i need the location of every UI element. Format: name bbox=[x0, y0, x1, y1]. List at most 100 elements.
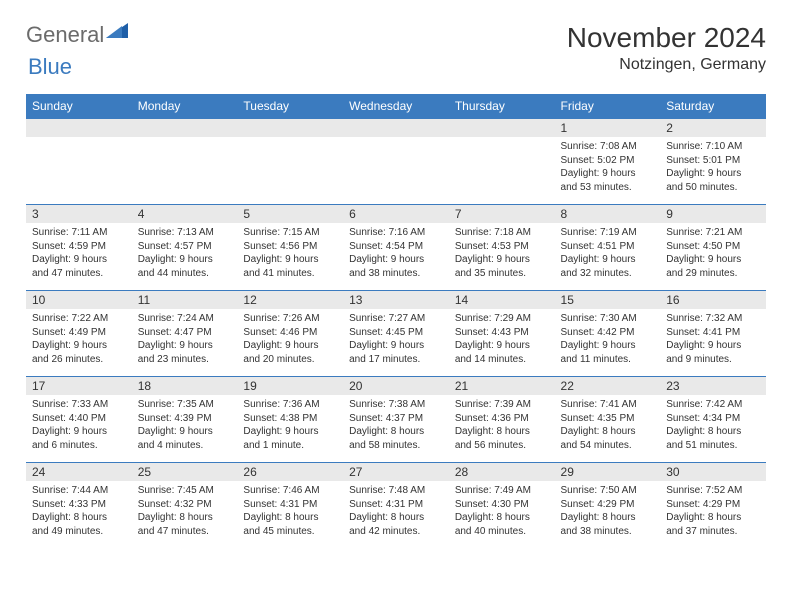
empty-day-num bbox=[343, 119, 449, 137]
day-number: 13 bbox=[343, 291, 449, 309]
calendar-day-cell: 24Sunrise: 7:44 AMSunset: 4:33 PMDayligh… bbox=[26, 463, 132, 549]
empty-day-num bbox=[26, 119, 132, 137]
day-details: Sunrise: 7:30 AMSunset: 4:42 PMDaylight:… bbox=[555, 309, 661, 370]
location-text: Notzingen, Germany bbox=[567, 56, 766, 74]
brand-part1: General bbox=[26, 22, 104, 48]
calendar-day-cell bbox=[26, 119, 132, 205]
calendar-week-row: 24Sunrise: 7:44 AMSunset: 4:33 PMDayligh… bbox=[26, 463, 766, 549]
day-number: 15 bbox=[555, 291, 661, 309]
day-header-row: Sunday Monday Tuesday Wednesday Thursday… bbox=[26, 94, 766, 119]
day-number: 22 bbox=[555, 377, 661, 395]
calendar-week-row: 3Sunrise: 7:11 AMSunset: 4:59 PMDaylight… bbox=[26, 205, 766, 291]
day-details: Sunrise: 7:26 AMSunset: 4:46 PMDaylight:… bbox=[237, 309, 343, 370]
calendar-day-cell bbox=[449, 119, 555, 205]
day-details: Sunrise: 7:36 AMSunset: 4:38 PMDaylight:… bbox=[237, 395, 343, 456]
day-details: Sunrise: 7:45 AMSunset: 4:32 PMDaylight:… bbox=[132, 481, 238, 542]
brand-part2: Blue bbox=[28, 54, 72, 79]
day-number: 26 bbox=[237, 463, 343, 481]
calendar-day-cell: 3Sunrise: 7:11 AMSunset: 4:59 PMDaylight… bbox=[26, 205, 132, 291]
day-number: 24 bbox=[26, 463, 132, 481]
empty-day-num bbox=[237, 119, 343, 137]
calendar-day-cell: 30Sunrise: 7:52 AMSunset: 4:29 PMDayligh… bbox=[660, 463, 766, 549]
day-details: Sunrise: 7:52 AMSunset: 4:29 PMDaylight:… bbox=[660, 481, 766, 542]
calendar-day-cell: 13Sunrise: 7:27 AMSunset: 4:45 PMDayligh… bbox=[343, 291, 449, 377]
day-number: 14 bbox=[449, 291, 555, 309]
day-details: Sunrise: 7:27 AMSunset: 4:45 PMDaylight:… bbox=[343, 309, 449, 370]
calendar-day-cell bbox=[132, 119, 238, 205]
calendar-day-cell: 5Sunrise: 7:15 AMSunset: 4:56 PMDaylight… bbox=[237, 205, 343, 291]
brand-logo: General bbox=[26, 22, 130, 48]
day-header: Friday bbox=[555, 94, 661, 119]
day-details: Sunrise: 7:24 AMSunset: 4:47 PMDaylight:… bbox=[132, 309, 238, 370]
day-number: 29 bbox=[555, 463, 661, 481]
day-details: Sunrise: 7:10 AMSunset: 5:01 PMDaylight:… bbox=[660, 137, 766, 198]
day-number: 1 bbox=[555, 119, 661, 137]
calendar-day-cell: 14Sunrise: 7:29 AMSunset: 4:43 PMDayligh… bbox=[449, 291, 555, 377]
title-block: November 2024 Notzingen, Germany bbox=[567, 22, 766, 74]
calendar-day-cell: 10Sunrise: 7:22 AMSunset: 4:49 PMDayligh… bbox=[26, 291, 132, 377]
day-number: 19 bbox=[237, 377, 343, 395]
calendar-day-cell: 20Sunrise: 7:38 AMSunset: 4:37 PMDayligh… bbox=[343, 377, 449, 463]
calendar-day-cell: 12Sunrise: 7:26 AMSunset: 4:46 PMDayligh… bbox=[237, 291, 343, 377]
calendar-day-cell: 1Sunrise: 7:08 AMSunset: 5:02 PMDaylight… bbox=[555, 119, 661, 205]
day-number: 28 bbox=[449, 463, 555, 481]
day-number: 9 bbox=[660, 205, 766, 223]
day-details: Sunrise: 7:46 AMSunset: 4:31 PMDaylight:… bbox=[237, 481, 343, 542]
calendar-day-cell: 2Sunrise: 7:10 AMSunset: 5:01 PMDaylight… bbox=[660, 119, 766, 205]
calendar-week-row: 17Sunrise: 7:33 AMSunset: 4:40 PMDayligh… bbox=[26, 377, 766, 463]
calendar-day-cell: 15Sunrise: 7:30 AMSunset: 4:42 PMDayligh… bbox=[555, 291, 661, 377]
day-details: Sunrise: 7:21 AMSunset: 4:50 PMDaylight:… bbox=[660, 223, 766, 284]
calendar-day-cell: 4Sunrise: 7:13 AMSunset: 4:57 PMDaylight… bbox=[132, 205, 238, 291]
day-details: Sunrise: 7:38 AMSunset: 4:37 PMDaylight:… bbox=[343, 395, 449, 456]
day-number: 18 bbox=[132, 377, 238, 395]
day-number: 11 bbox=[132, 291, 238, 309]
calendar-day-cell: 23Sunrise: 7:42 AMSunset: 4:34 PMDayligh… bbox=[660, 377, 766, 463]
calendar-day-cell: 19Sunrise: 7:36 AMSunset: 4:38 PMDayligh… bbox=[237, 377, 343, 463]
day-number: 16 bbox=[660, 291, 766, 309]
calendar-day-cell: 27Sunrise: 7:48 AMSunset: 4:31 PMDayligh… bbox=[343, 463, 449, 549]
day-number: 25 bbox=[132, 463, 238, 481]
day-number: 4 bbox=[132, 205, 238, 223]
calendar-day-cell: 22Sunrise: 7:41 AMSunset: 4:35 PMDayligh… bbox=[555, 377, 661, 463]
day-header: Saturday bbox=[660, 94, 766, 119]
day-number: 20 bbox=[343, 377, 449, 395]
day-details: Sunrise: 7:33 AMSunset: 4:40 PMDaylight:… bbox=[26, 395, 132, 456]
calendar-week-row: 1Sunrise: 7:08 AMSunset: 5:02 PMDaylight… bbox=[26, 119, 766, 205]
day-number: 23 bbox=[660, 377, 766, 395]
day-header: Monday bbox=[132, 94, 238, 119]
page-title: November 2024 bbox=[567, 22, 766, 54]
empty-day-num bbox=[132, 119, 238, 137]
day-details: Sunrise: 7:19 AMSunset: 4:51 PMDaylight:… bbox=[555, 223, 661, 284]
day-details: Sunrise: 7:08 AMSunset: 5:02 PMDaylight:… bbox=[555, 137, 661, 198]
day-details: Sunrise: 7:39 AMSunset: 4:36 PMDaylight:… bbox=[449, 395, 555, 456]
day-header: Thursday bbox=[449, 94, 555, 119]
calendar-day-cell: 28Sunrise: 7:49 AMSunset: 4:30 PMDayligh… bbox=[449, 463, 555, 549]
calendar-day-cell: 26Sunrise: 7:46 AMSunset: 4:31 PMDayligh… bbox=[237, 463, 343, 549]
day-details: Sunrise: 7:44 AMSunset: 4:33 PMDaylight:… bbox=[26, 481, 132, 542]
day-header: Tuesday bbox=[237, 94, 343, 119]
day-number: 7 bbox=[449, 205, 555, 223]
calendar-day-cell bbox=[343, 119, 449, 205]
calendar-day-cell: 29Sunrise: 7:50 AMSunset: 4:29 PMDayligh… bbox=[555, 463, 661, 549]
day-details: Sunrise: 7:42 AMSunset: 4:34 PMDaylight:… bbox=[660, 395, 766, 456]
day-details: Sunrise: 7:29 AMSunset: 4:43 PMDaylight:… bbox=[449, 309, 555, 370]
calendar-day-cell bbox=[237, 119, 343, 205]
day-details: Sunrise: 7:32 AMSunset: 4:41 PMDaylight:… bbox=[660, 309, 766, 370]
day-details: Sunrise: 7:18 AMSunset: 4:53 PMDaylight:… bbox=[449, 223, 555, 284]
calendar-day-cell: 11Sunrise: 7:24 AMSunset: 4:47 PMDayligh… bbox=[132, 291, 238, 377]
day-details: Sunrise: 7:13 AMSunset: 4:57 PMDaylight:… bbox=[132, 223, 238, 284]
calendar-day-cell: 6Sunrise: 7:16 AMSunset: 4:54 PMDaylight… bbox=[343, 205, 449, 291]
calendar-day-cell: 16Sunrise: 7:32 AMSunset: 4:41 PMDayligh… bbox=[660, 291, 766, 377]
calendar-week-row: 10Sunrise: 7:22 AMSunset: 4:49 PMDayligh… bbox=[26, 291, 766, 377]
calendar-day-cell: 18Sunrise: 7:35 AMSunset: 4:39 PMDayligh… bbox=[132, 377, 238, 463]
day-header: Wednesday bbox=[343, 94, 449, 119]
day-number: 6 bbox=[343, 205, 449, 223]
day-details: Sunrise: 7:16 AMSunset: 4:54 PMDaylight:… bbox=[343, 223, 449, 284]
day-number: 30 bbox=[660, 463, 766, 481]
day-header: Sunday bbox=[26, 94, 132, 119]
calendar-day-cell: 9Sunrise: 7:21 AMSunset: 4:50 PMDaylight… bbox=[660, 205, 766, 291]
calendar-day-cell: 17Sunrise: 7:33 AMSunset: 4:40 PMDayligh… bbox=[26, 377, 132, 463]
day-number: 3 bbox=[26, 205, 132, 223]
calendar-day-cell: 7Sunrise: 7:18 AMSunset: 4:53 PMDaylight… bbox=[449, 205, 555, 291]
calendar-day-cell: 8Sunrise: 7:19 AMSunset: 4:51 PMDaylight… bbox=[555, 205, 661, 291]
